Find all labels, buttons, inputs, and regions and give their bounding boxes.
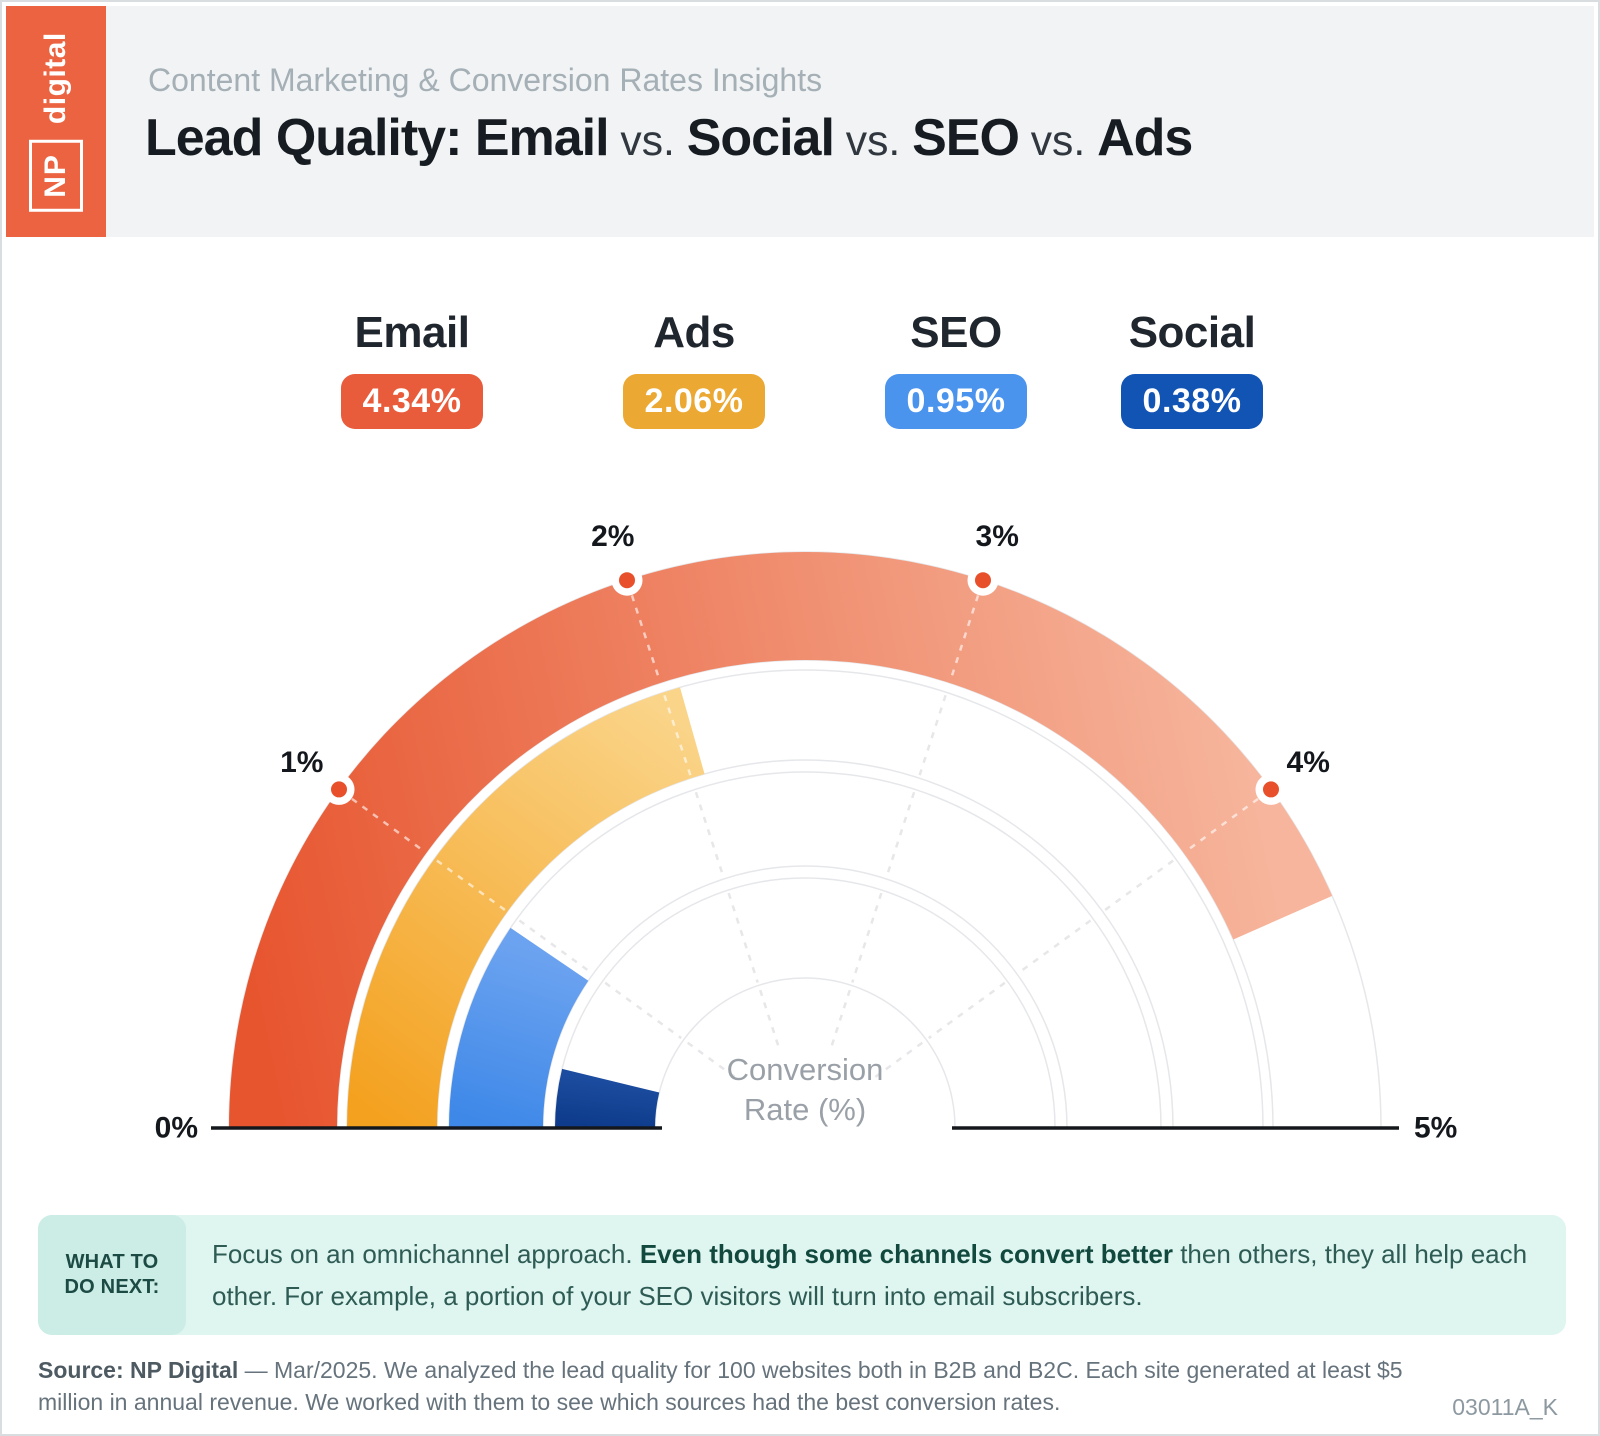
ring-track-seo: [448, 771, 1162, 1129]
tick-guide-2: [694, 791, 725, 877]
axis-min-label: 0%: [155, 1112, 198, 1145]
insight-text: Focus on an omnichannel approach. Even t…: [212, 1215, 1548, 1335]
insight-kicker-line: WHAT TO: [65, 1251, 159, 1273]
source-label: Source: NP Digital: [38, 1357, 239, 1383]
tick-guide-3: [918, 694, 947, 776]
asset-code: 03011A_K: [1452, 1394, 1558, 1420]
value-arc-seo: [449, 927, 589, 1128]
legend-item-seo: SEO 0.95%: [826, 308, 1086, 429]
page-title: Lead Quality: Email vs. Social vs. SEO v…: [145, 108, 1193, 168]
value-arc-email: [229, 551, 1333, 1128]
tick-guide-2: [727, 892, 759, 983]
tick-guide-hole-4: [873, 1041, 924, 1080]
source-text: — Mar/2025. We analyzed the lead quality…: [38, 1357, 1403, 1416]
ring-track-social: [554, 877, 1056, 1129]
tick-guide-1: [604, 981, 682, 1040]
tick-label-3: 3%: [976, 520, 1019, 553]
legend-value-badge: 0.95%: [884, 374, 1028, 429]
legend-value-badge: 0.38%: [1120, 374, 1264, 429]
title-segment: SEO: [912, 109, 1020, 167]
tick-label-4: 4%: [1287, 746, 1330, 779]
tick-guide-4: [1104, 859, 1174, 911]
legend-label: Social: [1128, 308, 1256, 357]
tick-guide-4: [1018, 919, 1092, 974]
axis-max-label: 5%: [1414, 1112, 1457, 1145]
legend-label: SEO: [910, 308, 1002, 357]
title-segment-vs: vs.: [833, 117, 913, 165]
insight-kicker: WHAT TO DO NEXT:: [38, 1215, 186, 1335]
legend-value-badge: 4.34%: [340, 374, 484, 429]
tick-guide-2: [626, 582, 661, 681]
tick-guide-2: [663, 694, 692, 776]
insight-text-bold: Even though some channels convert better: [639, 1238, 1173, 1269]
legend-item-social: Social 0.38%: [1062, 308, 1322, 429]
tick-guide-3: [949, 582, 984, 681]
insight-box: WHAT TO DO NEXT: Focus on an omnichannel…: [38, 1215, 1566, 1335]
header-subtitle: Content Marketing & Conversion Rates Ins…: [148, 62, 823, 98]
tick-guide-1: [518, 919, 592, 974]
tick-dot: [619, 572, 636, 589]
tick-guide-hole-3: [830, 989, 851, 1048]
axis-caption-line: Rate (%): [744, 1092, 866, 1127]
np-digital-logo: NP digital: [6, 6, 106, 237]
legend-item-ads: Ads 2.06%: [564, 308, 824, 429]
header-band: [6, 6, 1594, 237]
value-arc-ads: [347, 687, 705, 1128]
axis-caption-line: Conversion: [727, 1052, 884, 1087]
tick-dot: [974, 572, 991, 589]
title-segment-vs: vs.: [608, 117, 687, 165]
legend-label: Email: [354, 308, 470, 357]
tick-guide-1: [436, 859, 506, 911]
legend-item-email: Email 4.34%: [282, 308, 542, 429]
tick-guide-hole-1: [686, 1041, 737, 1080]
insight-text-pre: Focus on an omnichannel approach.: [212, 1238, 640, 1269]
tick-guide-4: [1185, 790, 1270, 853]
insight-text-post: then others, they all help each other. F…: [212, 1238, 1528, 1311]
legend-label: Ads: [653, 308, 735, 357]
tick-guide-3: [851, 892, 883, 983]
tick-guide-1: [340, 790, 425, 853]
title-segment: Ads: [1097, 109, 1193, 167]
tick-label-1: 1%: [280, 746, 323, 779]
tick-guide-3: [885, 791, 916, 877]
title-segment-vs: vs.: [1018, 117, 1098, 165]
insight-kicker-line: DO NEXT:: [64, 1276, 160, 1298]
title-segment: Lead Quality: Email: [145, 109, 610, 167]
tick-guide-hole-2: [759, 989, 780, 1048]
tick-label-2: 2%: [591, 520, 634, 553]
value-arc-social: [555, 1068, 660, 1128]
tick-dot: [331, 781, 348, 798]
title-segment: Social: [686, 109, 835, 167]
tick-dot: [1262, 781, 1279, 798]
tick-guide-4: [928, 981, 1006, 1040]
legend-value-badge: 2.06%: [622, 374, 766, 429]
source-note: Source: NP Digital — Mar/2025. We analyz…: [38, 1354, 1438, 1418]
